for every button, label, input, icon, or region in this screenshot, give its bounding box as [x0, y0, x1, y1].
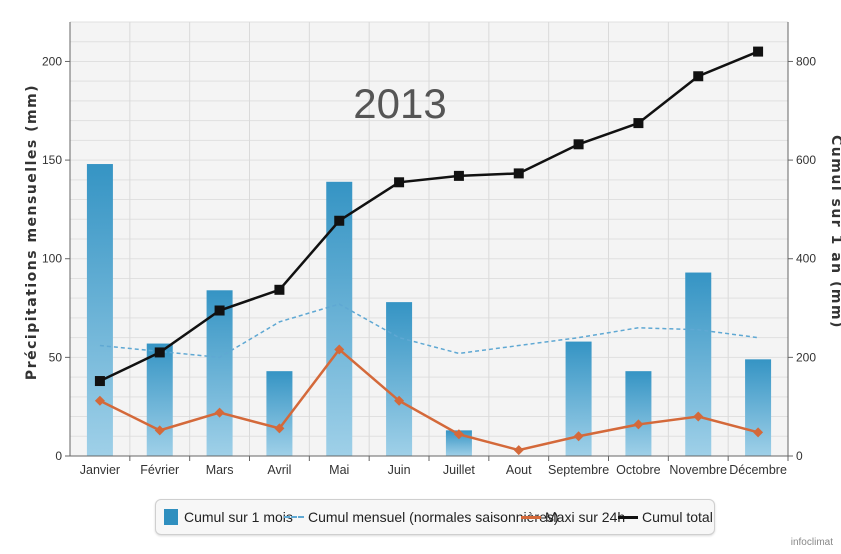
- bar-4: [326, 181, 353, 457]
- y-tick-label: 200: [42, 54, 62, 68]
- legend-dashed-swatch: [284, 516, 304, 518]
- line-cumul-total: [99, 50, 759, 383]
- point-cumul-total-10: [693, 71, 704, 82]
- point-cumul-total-5: [394, 177, 405, 188]
- tick-labels: 0 50 100 150 200 0 200 400 600 800 Janvier Février M…: [42, 54, 816, 477]
- point-maxi-24h-10: [693, 411, 704, 422]
- point-cumul-total-6: [453, 170, 464, 181]
- point-maxi-24h-9: [633, 419, 644, 430]
- x-tick-label: Avril: [267, 463, 291, 477]
- x-tick-label: Février: [140, 463, 179, 477]
- legend-black-swatch: [618, 515, 638, 519]
- y2-tick-label: 800: [796, 54, 816, 68]
- point-cumul-total-2: [214, 305, 225, 316]
- point-cumul-total-0: [94, 376, 105, 387]
- point-maxi-24h-7: [513, 445, 524, 456]
- bar-11: [745, 359, 772, 456]
- point-maxi-24h-3: [274, 423, 285, 434]
- legend-item-normales[interactable]: Cumul mensuel (normales saisonnières): [284, 500, 559, 534]
- legend: Cumul sur 1 mois Cumul mensuel (normales…: [155, 499, 715, 535]
- point-maxi-24h-8: [573, 431, 584, 442]
- legend-label: Cumul sur 1 mois: [184, 509, 293, 525]
- point-maxi-24h-5: [394, 395, 405, 406]
- y-tick-label: 150: [42, 153, 62, 167]
- legend-item-maxi-24h[interactable]: Maxi sur 24h: [521, 500, 625, 534]
- bars-cumul-1-mois: [86, 164, 772, 457]
- x-tick-label: Septembre: [548, 463, 609, 477]
- y2-tick-label: 0: [796, 449, 803, 463]
- x-tick-label: Juillet: [443, 463, 475, 477]
- y2-tick-label: 600: [796, 153, 816, 167]
- legend-label: Cumul mensuel (normales saisonnières): [308, 509, 559, 525]
- y2-axis-label: Cumul sur 1 an (mm): [828, 135, 841, 329]
- series-lines: [94, 46, 764, 456]
- point-cumul-total-7: [513, 168, 524, 179]
- point-maxi-24h-2: [214, 407, 225, 418]
- legend-label: Maxi sur 24h: [545, 509, 626, 525]
- line-maxi-24h: [99, 347, 759, 452]
- point-cumul-total-9: [633, 118, 644, 129]
- legend-orange-swatch: [521, 515, 541, 519]
- bar-0: [86, 164, 113, 456]
- legend-label: Cumul total: [642, 509, 713, 525]
- y-tick-label: 0: [55, 449, 62, 463]
- x-tick-label: Mai: [329, 463, 349, 477]
- bar-9: [625, 371, 652, 456]
- point-cumul-total-4: [334, 215, 345, 226]
- x-tick-label: Mars: [206, 463, 234, 477]
- x-tick-label: Décembre: [729, 463, 787, 477]
- legend-item-cumul-total[interactable]: Cumul total: [618, 500, 713, 534]
- chart-title: 2013: [353, 80, 446, 127]
- axes: [65, 22, 793, 461]
- x-tick-label: Novembre: [669, 463, 727, 477]
- point-cumul-total-8: [573, 139, 584, 150]
- y-tick-label: 50: [49, 350, 63, 364]
- point-maxi-24h-4: [334, 344, 345, 355]
- point-cumul-total-1: [154, 347, 165, 358]
- legend-item-cumul-1-mois[interactable]: Cumul sur 1 mois: [164, 500, 293, 534]
- bar-5: [386, 302, 413, 456]
- legend-bar-swatch: [164, 509, 178, 525]
- point-maxi-24h-11: [753, 427, 764, 438]
- bar-1: [146, 343, 173, 456]
- bar-3: [266, 371, 293, 456]
- point-maxi-24h-1: [154, 425, 165, 436]
- y-tick-label: 100: [42, 252, 62, 266]
- y2-tick-label: 200: [796, 350, 816, 364]
- point-maxi-24h-6: [453, 429, 464, 440]
- x-tick-label: Aout: [506, 463, 532, 477]
- point-cumul-total-11: [753, 46, 764, 57]
- x-tick-label: Octobre: [616, 463, 661, 477]
- point-cumul-total-3: [274, 284, 285, 295]
- point-maxi-24h-0: [94, 395, 105, 406]
- bar-10: [685, 272, 712, 456]
- line-normales: [99, 303, 759, 359]
- y-axis-label: Précipitations mensuelles (mm): [24, 84, 40, 380]
- credit-text: infoclimat: [790, 537, 833, 548]
- x-tick-label: Juin: [388, 463, 411, 477]
- y2-tick-label: 400: [796, 252, 816, 266]
- x-tick-label: Janvier: [80, 463, 120, 477]
